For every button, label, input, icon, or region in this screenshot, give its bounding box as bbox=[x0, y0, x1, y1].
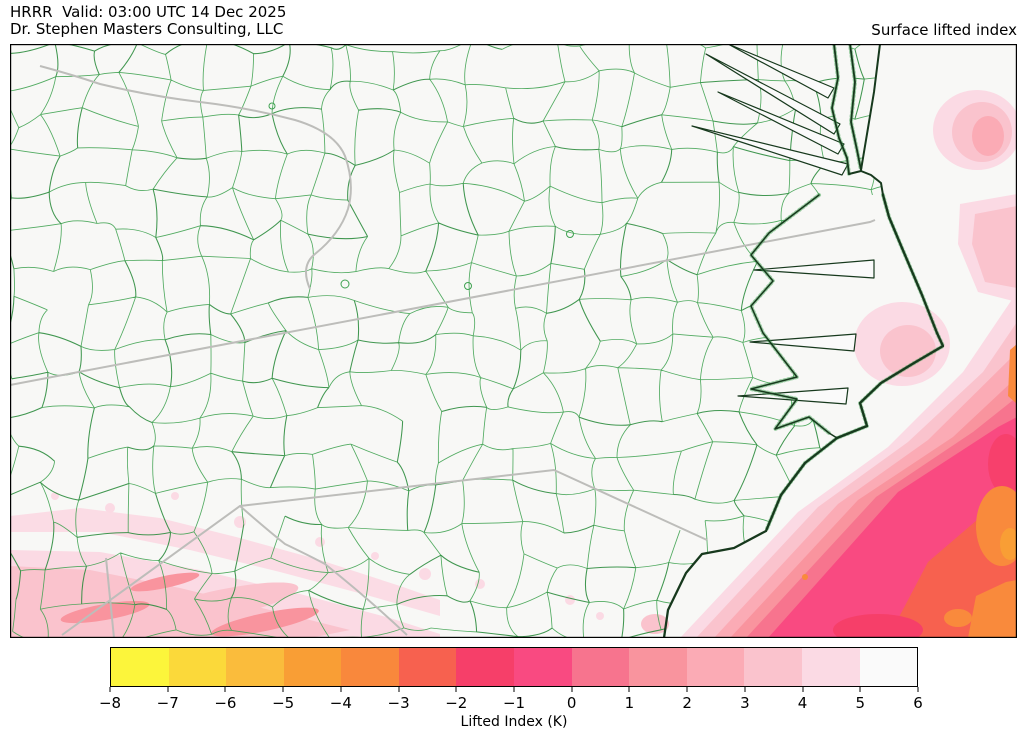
delmarva-atlantic-coast bbox=[860, 44, 881, 171]
colorbar-tick-label: 6 bbox=[913, 694, 923, 712]
colorbar-tick-label: −1 bbox=[502, 694, 526, 712]
colorbar-tick-label: 0 bbox=[566, 694, 577, 712]
colorbar-segment bbox=[629, 648, 687, 686]
colorbar-tick bbox=[282, 687, 284, 692]
state-borders bbox=[10, 65, 876, 638]
colorbar-tick bbox=[109, 687, 111, 692]
colorbar-tick bbox=[628, 687, 630, 692]
va-nc-border bbox=[10, 219, 876, 386]
colorbar-segment bbox=[398, 648, 457, 686]
colorbar-tick-label: 5 bbox=[855, 694, 866, 712]
york-river bbox=[717, 91, 845, 155]
model-valid-title: HRRR Valid: 03:00 UTC 14 Dec 2025 bbox=[10, 3, 287, 21]
colorbar-tick-label: −4 bbox=[329, 694, 352, 712]
colorbar-tick bbox=[802, 687, 804, 692]
outer-banks-and-south-coast bbox=[662, 193, 945, 638]
sc-ga-border bbox=[239, 505, 408, 636]
lake-outlines bbox=[268, 102, 574, 290]
colorbar bbox=[110, 647, 918, 687]
sound-inner-shore bbox=[750, 194, 838, 439]
james-river bbox=[691, 125, 849, 176]
colorbar-segment bbox=[571, 648, 630, 686]
colorbar-segment bbox=[226, 648, 284, 686]
colorbar-tick-label: −7 bbox=[156, 694, 179, 712]
colorbar-segment bbox=[801, 648, 860, 686]
colorbar-segment bbox=[686, 648, 745, 686]
map-panel bbox=[10, 44, 1017, 638]
ky-wv-va-border bbox=[39, 65, 352, 290]
potomac-river bbox=[727, 44, 835, 99]
colorbar-tick bbox=[917, 687, 919, 692]
colorbar-tick-label: 1 bbox=[624, 694, 635, 712]
colorbar-segment bbox=[111, 648, 169, 686]
map-frame bbox=[10, 44, 1017, 638]
colorbar-tick-label: −3 bbox=[387, 694, 410, 712]
colorbar-tick-label: 2 bbox=[682, 694, 692, 712]
colorbar-segment bbox=[456, 648, 515, 686]
colorbar-tick bbox=[513, 687, 515, 692]
bay-west-shore bbox=[831, 44, 850, 175]
colorbar-tick bbox=[571, 687, 573, 692]
colorbar-tick bbox=[340, 687, 342, 692]
bay-east-shore bbox=[849, 44, 862, 171]
ga-nc-border bbox=[105, 557, 115, 638]
colorbar-tick-label: −8 bbox=[98, 694, 122, 712]
colorbar-segment bbox=[514, 648, 572, 686]
colorbar-tick-label: −6 bbox=[214, 694, 237, 712]
colorbar-tick bbox=[686, 687, 688, 692]
attribution-title: Dr. Stephen Masters Consulting, LLC bbox=[10, 20, 284, 38]
pamlico-pink-patch bbox=[854, 302, 950, 386]
colorbar-tick-label: −2 bbox=[445, 694, 468, 712]
colorbar-tick-label: 3 bbox=[740, 694, 750, 712]
colorbar-wrap: −8 −7 −6 −5 −4 −3 −2 −1 0 1 2 3 4 5 6 bbox=[99, 647, 923, 712]
field-title: Surface lifted index bbox=[871, 21, 1017, 39]
colorbar-tick bbox=[744, 687, 746, 692]
colorbar-segment bbox=[744, 648, 802, 686]
colorbar-segment bbox=[168, 648, 227, 686]
hampton-roads-shore bbox=[848, 170, 884, 196]
coastline bbox=[662, 44, 945, 638]
ocean-lifted-index-field bbox=[680, 90, 1017, 638]
pamlico-river bbox=[749, 333, 857, 352]
albemarle-sound bbox=[753, 259, 875, 279]
colorbar-tick-label: −5 bbox=[272, 694, 295, 712]
map-canvas bbox=[10, 44, 1017, 638]
colorbar-tick bbox=[167, 687, 169, 692]
colorbar-segment bbox=[859, 648, 918, 686]
colorbar-segment bbox=[283, 648, 342, 686]
neuse-river bbox=[737, 387, 849, 405]
colorbar-axis-label: Lifted Index (K) bbox=[460, 714, 568, 730]
colorbar-tick-label: 4 bbox=[797, 694, 808, 712]
colorbar-tick bbox=[398, 687, 400, 692]
colorbar-tick bbox=[455, 687, 457, 692]
colorbar-tick bbox=[224, 687, 226, 692]
colorbar-tick bbox=[859, 687, 861, 692]
nc-sc-border bbox=[61, 468, 708, 636]
colorbar-segment bbox=[341, 648, 399, 686]
